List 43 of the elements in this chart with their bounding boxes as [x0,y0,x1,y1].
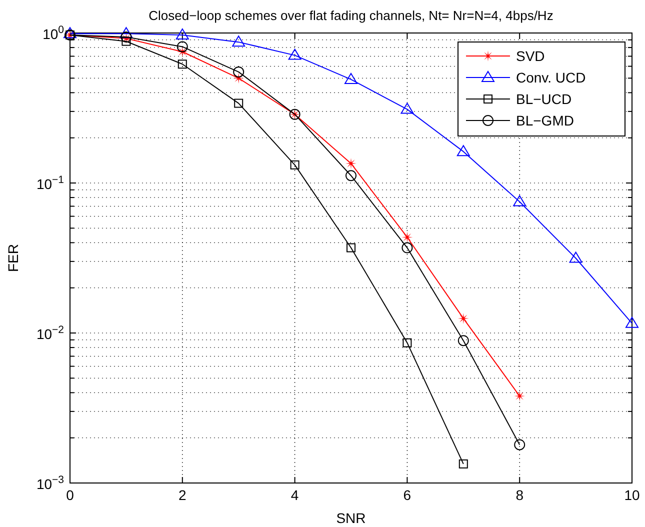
point [514,439,526,450]
point [626,316,638,328]
legend-label: BL−GMD [516,112,574,128]
y-tick-label: 10$^{−1}$ [36,174,64,192]
y-tick-label: 10$^{0}$ [42,24,64,42]
point [514,390,526,402]
point [456,145,470,156]
point [233,66,244,78]
point [569,252,582,263]
point [400,102,414,114]
point [402,242,413,254]
x-tick-label: 4 [290,487,299,503]
x-tick-label: 0 [66,487,74,503]
point [458,459,468,468]
point [402,232,413,243]
x-axis-title: SNR [336,510,366,526]
point [290,160,300,170]
point [346,170,356,182]
chart-title: Closed−loop schemes over flat fading channels, Nt= Nr=N=4, 4bps/Hz [148,8,554,23]
point [458,335,469,346]
legend-label: Conv. UCD [516,70,586,86]
x-tick-label: 6 [403,487,412,503]
point [344,72,358,84]
point [122,36,131,46]
point [176,28,189,40]
point [232,36,246,47]
point [346,243,356,252]
legend-label: SVD [516,48,545,64]
point [178,60,187,69]
y-tick-label: 10$^{−3}$ [36,474,64,492]
y-tick-label: 10$^{−2}$ [36,324,64,342]
x-tick-label: 10 [624,487,640,503]
point [176,41,188,52]
point [234,98,244,108]
point [458,312,469,324]
point [346,158,356,169]
x-tick-label: 2 [178,487,186,503]
x-tick-label: 8 [516,487,524,503]
y-axis-title: FER [5,244,21,272]
legend-label: BL−UCD [516,91,572,107]
point [288,48,302,60]
point [513,195,526,206]
point [402,338,412,348]
